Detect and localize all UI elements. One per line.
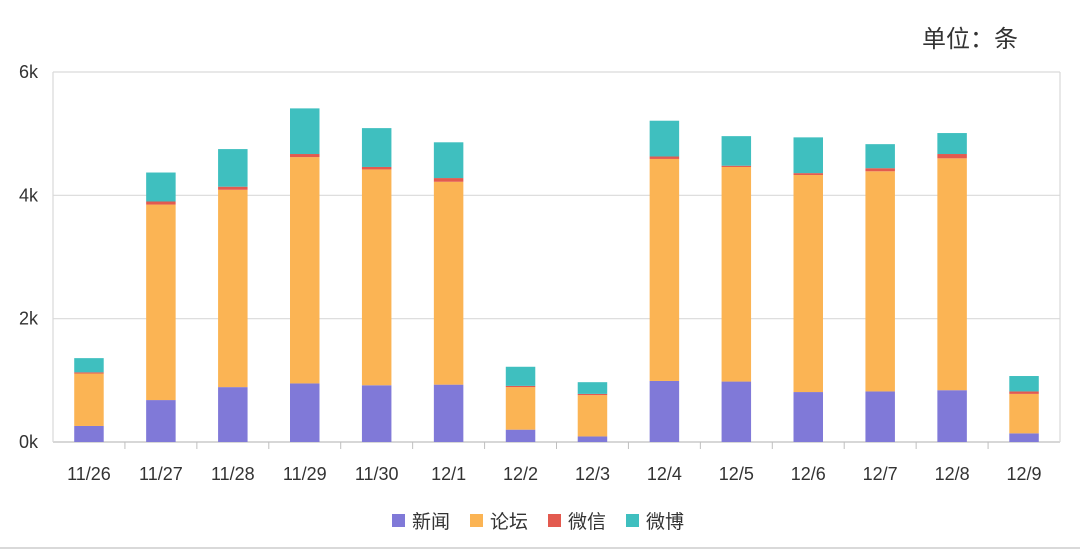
bar-segment (361, 128, 392, 167)
grid (52, 71, 1061, 443)
x-axis-ticks: 11/26 11/27 11/28 11/29 11/30 12/1 12/2 12/3 12/… (67, 442, 1042, 484)
x-tick-label: 11/30 (355, 464, 399, 484)
bar-segment (649, 380, 680, 442)
bar-segment (721, 381, 752, 442)
bar-segment (433, 384, 464, 442)
bar-segment (433, 181, 464, 385)
x-tick-label: 12/8 (935, 464, 970, 484)
x-tick-label: 12/1 (431, 464, 466, 484)
bar-segment (505, 429, 536, 442)
bar-segment (577, 395, 608, 437)
bar-segment (290, 108, 320, 155)
bar-segment (721, 136, 752, 166)
bar-segment (865, 391, 895, 442)
bar-segment (146, 172, 176, 202)
legend-label: 微博 (646, 511, 684, 533)
bar-segment (433, 178, 464, 182)
bar-segment (218, 186, 248, 190)
bar-segment (793, 173, 823, 175)
bar-segment (433, 142, 464, 179)
x-tick-label: 11/28 (211, 464, 255, 484)
bar-segment (721, 165, 752, 167)
bar-segment (649, 158, 680, 381)
legend-label: 新闻 (412, 511, 450, 533)
bar-segment (218, 189, 248, 388)
bar-segment (649, 156, 680, 159)
bar-segment (74, 372, 104, 374)
bar-segment (290, 154, 320, 158)
bar-segment (146, 201, 176, 205)
bar-segment (937, 158, 967, 391)
bar-segment (937, 133, 967, 155)
bar-segment (146, 204, 176, 401)
legend-swatch (626, 514, 639, 527)
legend: 新闻 论坛 微信 微博 (392, 511, 684, 533)
x-tick-label: 12/9 (1007, 464, 1042, 484)
bar-segment (74, 358, 104, 373)
bar-segment (865, 171, 895, 392)
y-tick-label: 6k (19, 62, 39, 82)
bar-segment (793, 174, 823, 393)
bar-segment (937, 390, 967, 442)
x-tick-label: 11/27 (139, 464, 183, 484)
bar-segment (1009, 433, 1039, 442)
unit-label: 单位：条 (922, 25, 1018, 53)
bars (74, 108, 1039, 442)
bar-segment (577, 436, 608, 442)
bar-segment (218, 149, 248, 187)
x-tick-label: 12/2 (503, 464, 538, 484)
bottom-divider (0, 547, 1080, 549)
bar-segment (505, 385, 536, 388)
x-tick-label: 12/3 (575, 464, 610, 484)
x-tick-label: 11/26 (67, 464, 111, 484)
bar-segment (505, 387, 536, 430)
y-tick-label: 2k (19, 309, 39, 329)
bar-segment (577, 393, 608, 396)
bar-segment (505, 366, 536, 386)
x-tick-label: 12/6 (791, 464, 826, 484)
legend-label: 论坛 (490, 511, 528, 533)
bar-segment (218, 387, 248, 442)
y-tick-label: 0k (19, 432, 39, 452)
legend-swatch (548, 514, 561, 527)
bar-segment (937, 154, 967, 159)
bar-segment (74, 425, 104, 442)
y-tick-label: 4k (19, 185, 39, 205)
bar-segment (290, 383, 320, 442)
legend-swatch (392, 514, 405, 527)
bar-segment (361, 385, 392, 442)
legend-label: 微信 (568, 511, 606, 533)
bar-segment (793, 137, 823, 174)
bar-segment (793, 392, 823, 442)
y-axis-ticks: 0k 2k 4k 6k (19, 62, 39, 452)
bar-segment (865, 144, 895, 169)
bar-segment (146, 400, 176, 442)
bar-segment (1009, 391, 1039, 394)
x-tick-label: 12/5 (719, 464, 754, 484)
bar-segment (1009, 393, 1039, 434)
bar-segment (1009, 376, 1039, 392)
bar-segment (361, 166, 392, 170)
bar-segment (290, 157, 320, 384)
bar-segment (721, 166, 752, 382)
bar-segment (649, 120, 680, 157)
x-tick-label: 12/7 (863, 464, 898, 484)
bar-segment (361, 169, 392, 386)
x-tick-label: 11/29 (283, 464, 327, 484)
legend-swatch (470, 514, 483, 527)
x-tick-label: 12/4 (647, 464, 682, 484)
bar-segment (74, 373, 104, 426)
bar-segment (577, 382, 608, 394)
bar-segment (865, 168, 895, 172)
